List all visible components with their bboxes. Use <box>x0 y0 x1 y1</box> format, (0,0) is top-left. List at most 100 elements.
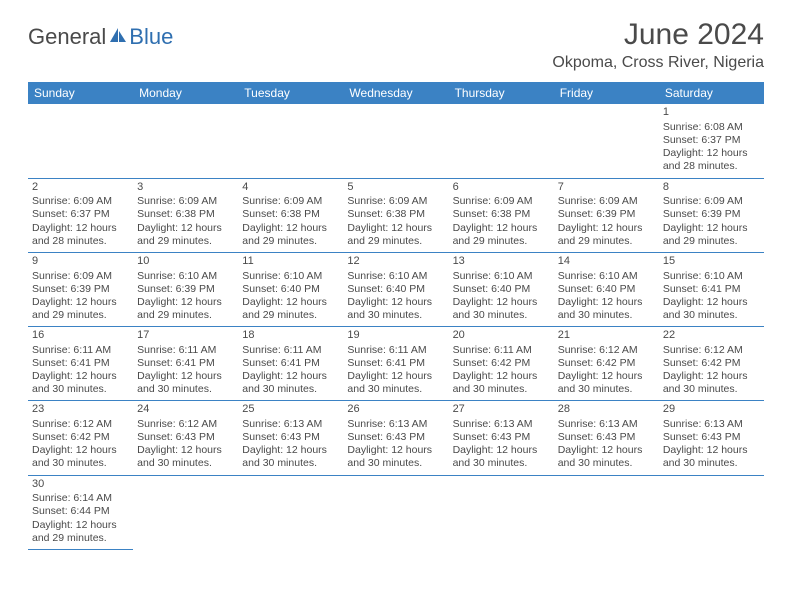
sunrise-text: Sunrise: 6:13 AM <box>242 418 339 431</box>
sunset-text: Sunset: 6:42 PM <box>663 357 760 370</box>
sunset-text: Sunset: 6:41 PM <box>663 283 760 296</box>
calendar-day-cell: 7Sunrise: 6:09 AMSunset: 6:39 PMDaylight… <box>554 178 659 252</box>
daylight-text: Daylight: 12 hours <box>663 296 760 309</box>
calendar-day-cell <box>343 104 448 178</box>
sunrise-text: Sunrise: 6:09 AM <box>453 195 550 208</box>
daylight-text: and 30 minutes. <box>347 309 444 322</box>
sunrise-text: Sunrise: 6:11 AM <box>137 344 234 357</box>
sunset-text: Sunset: 6:43 PM <box>242 431 339 444</box>
calendar-week-row: 1Sunrise: 6:08 AMSunset: 6:37 PMDaylight… <box>28 104 764 178</box>
daylight-text: Daylight: 12 hours <box>663 222 760 235</box>
day-number: 17 <box>137 329 234 343</box>
calendar-day-cell: 6Sunrise: 6:09 AMSunset: 6:38 PMDaylight… <box>449 178 554 252</box>
calendar-day-cell: 20Sunrise: 6:11 AMSunset: 6:42 PMDayligh… <box>449 327 554 401</box>
calendar-table: Sunday Monday Tuesday Wednesday Thursday… <box>28 82 764 550</box>
daylight-text: and 29 minutes. <box>453 235 550 248</box>
sunset-text: Sunset: 6:43 PM <box>558 431 655 444</box>
day-number: 16 <box>32 329 129 343</box>
daylight-text: Daylight: 12 hours <box>453 444 550 457</box>
sunset-text: Sunset: 6:43 PM <box>453 431 550 444</box>
day-number: 14 <box>558 255 655 269</box>
daylight-text: Daylight: 12 hours <box>32 296 129 309</box>
day-number: 30 <box>32 478 129 492</box>
sunset-text: Sunset: 6:37 PM <box>663 134 760 147</box>
brand-logo: GeneralBlue <box>28 24 173 50</box>
sunset-text: Sunset: 6:41 PM <box>32 357 129 370</box>
header-row: GeneralBlue June 2024 Okpoma, Cross Rive… <box>28 18 764 80</box>
daylight-text: Daylight: 12 hours <box>32 370 129 383</box>
sunset-text: Sunset: 6:40 PM <box>242 283 339 296</box>
daylight-text: and 29 minutes. <box>32 532 129 545</box>
calendar-day-cell <box>28 104 133 178</box>
calendar-day-cell: 24Sunrise: 6:12 AMSunset: 6:43 PMDayligh… <box>133 401 238 475</box>
calendar-day-cell: 11Sunrise: 6:10 AMSunset: 6:40 PMDayligh… <box>238 252 343 326</box>
calendar-week-row: 23Sunrise: 6:12 AMSunset: 6:42 PMDayligh… <box>28 401 764 475</box>
sunrise-text: Sunrise: 6:13 AM <box>347 418 444 431</box>
sunset-text: Sunset: 6:42 PM <box>453 357 550 370</box>
day-number: 8 <box>663 181 760 195</box>
sunrise-text: Sunrise: 6:12 AM <box>558 344 655 357</box>
sail-icon <box>108 24 128 50</box>
sunset-text: Sunset: 6:41 PM <box>137 357 234 370</box>
daylight-text: Daylight: 12 hours <box>558 296 655 309</box>
daylight-text: and 29 minutes. <box>558 235 655 248</box>
day-number: 10 <box>137 255 234 269</box>
sunset-text: Sunset: 6:38 PM <box>137 208 234 221</box>
day-number: 21 <box>558 329 655 343</box>
day-number: 13 <box>453 255 550 269</box>
day-number: 18 <box>242 329 339 343</box>
calendar-day-cell <box>238 475 343 549</box>
sunset-text: Sunset: 6:44 PM <box>32 505 129 518</box>
day-number: 2 <box>32 181 129 195</box>
weekday-sat: Saturday <box>659 82 764 104</box>
daylight-text: and 30 minutes. <box>347 457 444 470</box>
calendar-day-cell: 25Sunrise: 6:13 AMSunset: 6:43 PMDayligh… <box>238 401 343 475</box>
daylight-text: Daylight: 12 hours <box>32 222 129 235</box>
calendar-day-cell: 8Sunrise: 6:09 AMSunset: 6:39 PMDaylight… <box>659 178 764 252</box>
day-number: 3 <box>137 181 234 195</box>
calendar-day-cell <box>449 475 554 549</box>
daylight-text: and 29 minutes. <box>137 309 234 322</box>
daylight-text: and 30 minutes. <box>242 383 339 396</box>
day-number: 5 <box>347 181 444 195</box>
sunset-text: Sunset: 6:43 PM <box>347 431 444 444</box>
sunrise-text: Sunrise: 6:09 AM <box>558 195 655 208</box>
calendar-day-cell: 12Sunrise: 6:10 AMSunset: 6:40 PMDayligh… <box>343 252 448 326</box>
calendar-day-cell: 19Sunrise: 6:11 AMSunset: 6:41 PMDayligh… <box>343 327 448 401</box>
weekday-mon: Monday <box>133 82 238 104</box>
daylight-text: Daylight: 12 hours <box>137 444 234 457</box>
daylight-text: and 30 minutes. <box>347 383 444 396</box>
sunrise-text: Sunrise: 6:09 AM <box>137 195 234 208</box>
day-number: 11 <box>242 255 339 269</box>
calendar-day-cell <box>343 475 448 549</box>
sunrise-text: Sunrise: 6:12 AM <box>32 418 129 431</box>
day-number: 19 <box>347 329 444 343</box>
calendar-day-cell: 30Sunrise: 6:14 AMSunset: 6:44 PMDayligh… <box>28 475 133 549</box>
daylight-text: Daylight: 12 hours <box>663 370 760 383</box>
daylight-text: and 30 minutes. <box>663 383 760 396</box>
daylight-text: and 30 minutes. <box>558 457 655 470</box>
sunrise-text: Sunrise: 6:14 AM <box>32 492 129 505</box>
location-text: Okpoma, Cross River, Nigeria <box>552 54 764 72</box>
daylight-text: Daylight: 12 hours <box>347 370 444 383</box>
weekday-thu: Thursday <box>449 82 554 104</box>
sunset-text: Sunset: 6:41 PM <box>347 357 444 370</box>
daylight-text: and 30 minutes. <box>453 309 550 322</box>
calendar-day-cell <box>554 475 659 549</box>
daylight-text: and 29 minutes. <box>137 235 234 248</box>
sunrise-text: Sunrise: 6:10 AM <box>347 270 444 283</box>
calendar-day-cell: 27Sunrise: 6:13 AMSunset: 6:43 PMDayligh… <box>449 401 554 475</box>
calendar-day-cell: 1Sunrise: 6:08 AMSunset: 6:37 PMDaylight… <box>659 104 764 178</box>
calendar-day-cell <box>133 475 238 549</box>
sunrise-text: Sunrise: 6:11 AM <box>347 344 444 357</box>
daylight-text: and 30 minutes. <box>663 309 760 322</box>
daylight-text: and 30 minutes. <box>32 383 129 396</box>
calendar-day-cell: 17Sunrise: 6:11 AMSunset: 6:41 PMDayligh… <box>133 327 238 401</box>
calendar-week-row: 9Sunrise: 6:09 AMSunset: 6:39 PMDaylight… <box>28 252 764 326</box>
sunset-text: Sunset: 6:42 PM <box>32 431 129 444</box>
daylight-text: and 28 minutes. <box>32 235 129 248</box>
sunrise-text: Sunrise: 6:13 AM <box>453 418 550 431</box>
calendar-day-cell: 15Sunrise: 6:10 AMSunset: 6:41 PMDayligh… <box>659 252 764 326</box>
day-number: 7 <box>558 181 655 195</box>
daylight-text: and 30 minutes. <box>663 457 760 470</box>
